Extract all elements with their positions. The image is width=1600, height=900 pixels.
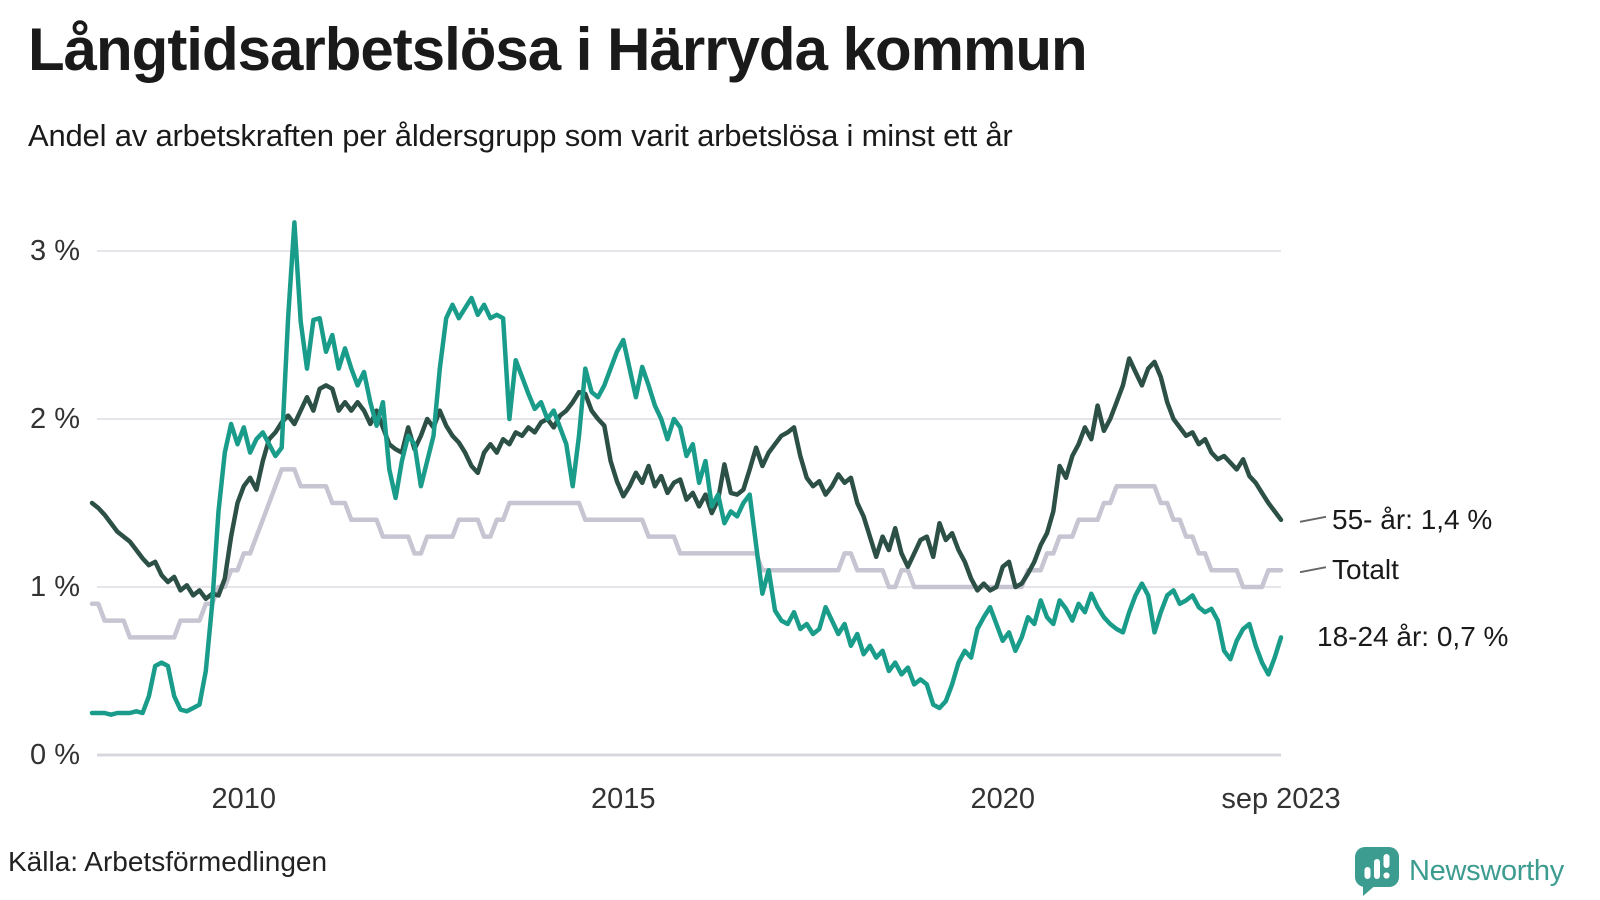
series-line-55--år — [89, 356, 1284, 602]
newsworthy-logo: Newsworthy — [1352, 845, 1564, 897]
series-label-18-24: 18-24 år: 0,7 % — [1317, 621, 1509, 653]
y-tick-label-1: 1 % — [30, 571, 80, 603]
x-tick-label-2015: 2015 — [591, 783, 656, 815]
y-tick-label-2: 2 % — [30, 403, 80, 435]
label-connector-Totalt — [1299, 566, 1327, 574]
series-line-Totalt — [89, 467, 1284, 640]
y-tick-label-3: 3 % — [30, 235, 80, 267]
series-line-18-24-år — [89, 220, 1284, 717]
label-connector-55--år — [1299, 515, 1327, 523]
page-subtitle: Andel av arbetskraften per åldersgrupp s… — [28, 118, 1013, 153]
newsworthy-icon — [1355, 847, 1399, 896]
newsworthy-wordmark: Newsworthy — [1409, 854, 1564, 887]
x-tick-label-2010: 2010 — [212, 783, 277, 815]
series-label-totalt: Totalt — [1332, 554, 1399, 586]
x-tick-label-sep-2023: sep 2023 — [1221, 783, 1340, 815]
y-tick-label-0: 0 % — [30, 739, 80, 771]
page-title: Långtidsarbetslösa i Härryda kommun — [28, 16, 1088, 83]
series-label-55plus: 55- år: 1,4 % — [1332, 503, 1493, 535]
x-tick-label-2020: 2020 — [970, 783, 1035, 815]
source-text: Källa: Arbetsförmedlingen — [8, 846, 328, 877]
